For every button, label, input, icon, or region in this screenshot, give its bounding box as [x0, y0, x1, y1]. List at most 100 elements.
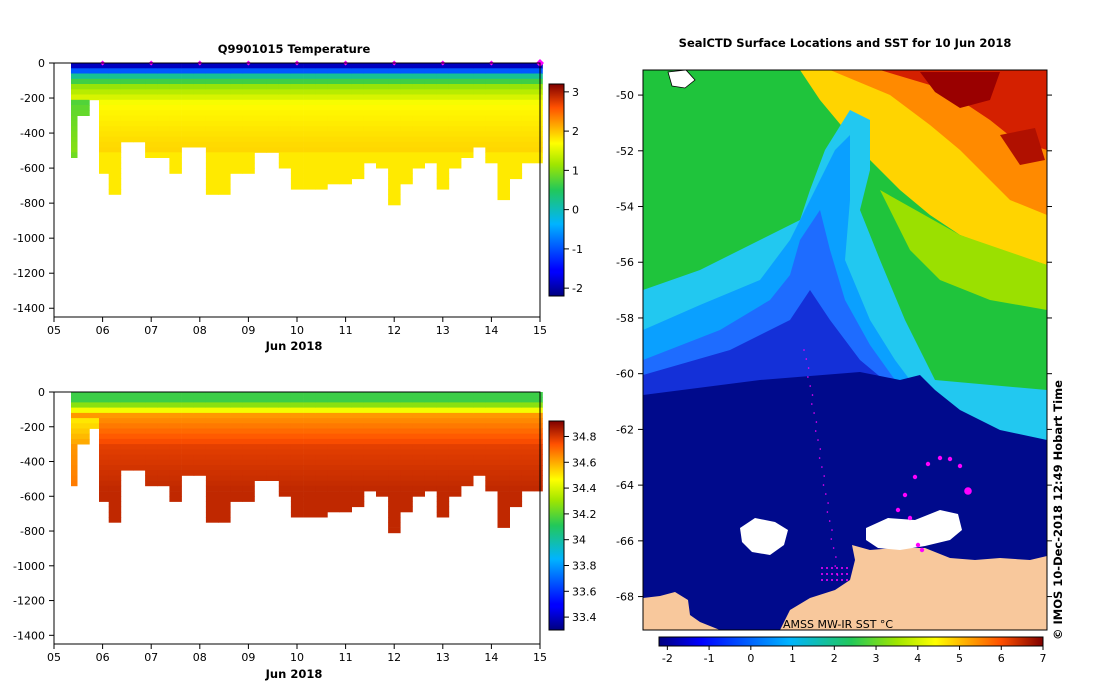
- section-cell: [351, 402, 365, 408]
- section-cell: [400, 89, 413, 95]
- section-cell: [290, 423, 304, 429]
- section-cell: [242, 418, 255, 424]
- section-cell: [169, 89, 182, 95]
- section-cell: [193, 126, 207, 132]
- section-cell: [388, 480, 401, 487]
- section-cell: [278, 126, 292, 132]
- section-cell: [363, 459, 377, 466]
- section-cell: [230, 126, 243, 132]
- section-cell: [388, 496, 401, 502]
- section-cell: [77, 397, 90, 403]
- section-cell: [412, 470, 425, 476]
- section-cell: [485, 397, 498, 403]
- section-cell: [436, 162, 450, 169]
- section-cell: [497, 496, 510, 502]
- section-cell: [412, 120, 425, 127]
- section-cell: [339, 475, 352, 481]
- section-cell: [509, 115, 523, 122]
- section-cell: [521, 84, 535, 90]
- track-point: [831, 573, 833, 575]
- section-cell: [145, 423, 158, 429]
- section-cell: [254, 94, 268, 101]
- track-point: [803, 349, 805, 351]
- section-cell: [108, 99, 122, 106]
- x-tick-label: 14: [484, 324, 498, 337]
- section-cell: [327, 94, 340, 101]
- section-cell: [133, 110, 146, 116]
- section-cell: [473, 63, 486, 69]
- section-cell: [424, 131, 438, 137]
- section-cell: [157, 110, 170, 116]
- section-cell: [108, 444, 122, 450]
- section-cell: [448, 449, 462, 455]
- section-cell: [448, 428, 462, 435]
- section-cell: [254, 428, 268, 435]
- section-cell: [461, 428, 474, 435]
- section-cell: [193, 78, 207, 85]
- section-cell: [71, 73, 78, 80]
- section-cell: [266, 94, 280, 101]
- section-cell: [327, 84, 340, 90]
- section-cell: [242, 147, 255, 153]
- section-cell: [315, 491, 328, 497]
- section-cell: [290, 89, 304, 95]
- section-cell: [242, 423, 255, 429]
- section-cell: [303, 183, 316, 190]
- section-cell: [120, 73, 134, 80]
- section-cell: [242, 120, 255, 127]
- section-cell: [339, 168, 352, 174]
- section-cell: [339, 438, 352, 445]
- section-cell: [205, 412, 219, 419]
- section-cell: [278, 444, 292, 450]
- track-point: [841, 567, 843, 569]
- section-cell: [145, 105, 158, 111]
- section-cell: [157, 120, 170, 127]
- section-cell: [242, 84, 255, 90]
- section-cell: [278, 94, 292, 101]
- section-cell: [448, 412, 462, 419]
- section-cell: [485, 449, 498, 455]
- section-cell: [254, 412, 268, 419]
- section-cell: [157, 68, 170, 74]
- section-cell: [218, 84, 231, 90]
- section-cell: [436, 475, 450, 481]
- section-cell: [266, 428, 280, 435]
- section-cell: [108, 449, 122, 455]
- section-cell: [424, 480, 438, 487]
- section-cell: [157, 141, 170, 148]
- section-cell: [230, 94, 243, 101]
- section-cell: [509, 141, 523, 148]
- section-cell: [169, 496, 182, 502]
- section-cell: [120, 397, 134, 403]
- section-cell: [363, 392, 377, 398]
- section-cell: [181, 84, 195, 90]
- section-cell: [521, 99, 535, 106]
- section-cell: [89, 73, 100, 80]
- section-cell: [327, 78, 340, 85]
- section-cell: [108, 496, 122, 502]
- section-cell: [533, 444, 543, 450]
- section-cell: [412, 444, 425, 450]
- section-cell: [400, 78, 413, 85]
- section-cell: [99, 84, 110, 90]
- section-cell: [509, 89, 523, 95]
- lat-tick-label: -50: [616, 89, 634, 102]
- section-cell: [303, 470, 316, 476]
- section-cell: [230, 475, 243, 481]
- section-cell: [339, 110, 352, 116]
- section-cell: [99, 475, 110, 481]
- section-cell: [521, 105, 535, 111]
- section-cell: [99, 491, 110, 497]
- section-cell: [339, 491, 352, 497]
- section-cell: [181, 78, 195, 85]
- section-cell: [448, 397, 462, 403]
- section-cell: [230, 68, 243, 74]
- section-cell: [327, 491, 340, 497]
- section-cell: [388, 194, 401, 201]
- section-cell: [218, 99, 231, 106]
- section-cell: [254, 99, 268, 106]
- section-cell: [230, 120, 243, 127]
- section-cell: [290, 126, 304, 132]
- section-cell: [120, 402, 134, 408]
- section-cell: [424, 141, 438, 148]
